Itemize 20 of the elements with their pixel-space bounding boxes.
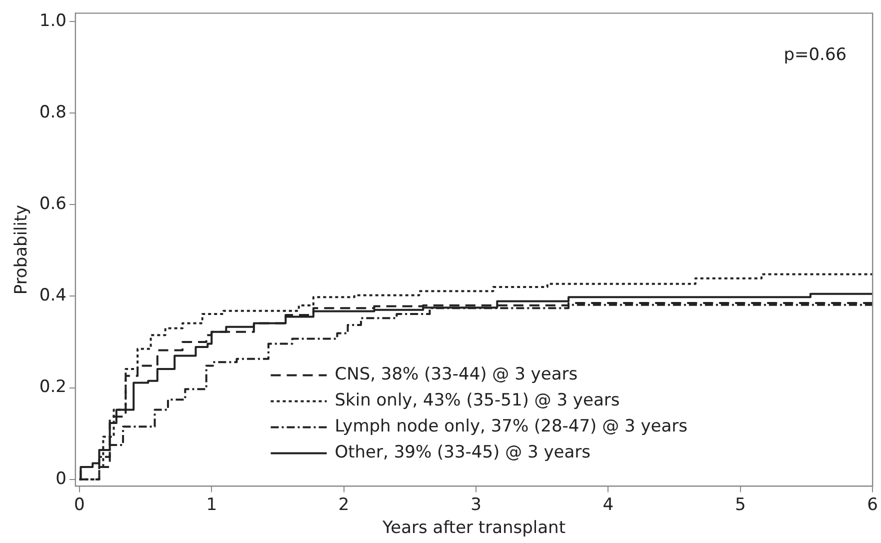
legend-label: Other, 39% (33-45) @ 3 years bbox=[334, 442, 591, 463]
x-axis-title: Years after transplant bbox=[382, 518, 566, 538]
y-tick-label: 0.8 bbox=[39, 102, 66, 122]
y-tick-label: 0 bbox=[56, 468, 66, 489]
y-tick-label: 0.4 bbox=[39, 286, 66, 306]
y-tick-label: 0.6 bbox=[39, 194, 66, 214]
x-tick-label: 6 bbox=[867, 494, 878, 515]
x-tick-label: 2 bbox=[338, 494, 350, 515]
x-tick-label: 1 bbox=[206, 494, 218, 515]
x-tick-label: 0 bbox=[74, 494, 85, 515]
x-tick-label: 5 bbox=[734, 494, 746, 515]
y-tick-label: 0.2 bbox=[39, 377, 66, 398]
y-tick-label: 1.0 bbox=[39, 10, 66, 31]
x-tick-label: 3 bbox=[470, 494, 482, 515]
y-axis-title: Probability bbox=[12, 204, 32, 295]
annotation: p=0.66 bbox=[784, 45, 847, 66]
legend-label: CNS, 38% (33-44) @ 3 years bbox=[334, 364, 578, 385]
x-tick-label: 4 bbox=[602, 494, 614, 515]
legend-label: Skin only, 43% (35-51) @ 3 years bbox=[334, 390, 620, 411]
legend-label: Lymph node only, 37% (28-47) @ 3 years bbox=[334, 416, 688, 437]
